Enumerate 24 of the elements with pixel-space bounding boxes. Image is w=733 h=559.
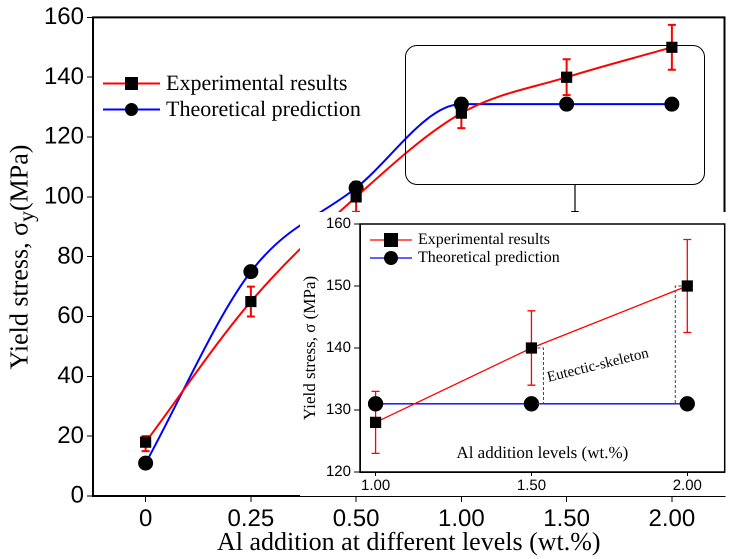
legend-label: Experimental results xyxy=(166,70,348,96)
y-tick-label: 40 xyxy=(57,362,84,389)
legend-label: Experimental results xyxy=(418,231,550,250)
y-tick-label: 140 xyxy=(326,339,351,356)
y-tick-label: 140 xyxy=(44,62,84,90)
y-tick-label: 100 xyxy=(44,182,84,210)
y-tick-label: 80 xyxy=(57,242,84,270)
y-axis-title: Yield stress, σ (MPa) xyxy=(300,276,320,420)
x-tick-label: 0 xyxy=(138,505,152,532)
y-tick-label: 130 xyxy=(326,401,351,418)
x-tick-label: 1.50 xyxy=(516,477,546,494)
legend-label: Theoretical prediction xyxy=(166,96,361,122)
y-tick-label: 160 xyxy=(326,215,351,232)
x-tick-label: 1.00 xyxy=(360,477,390,494)
y-tick-label: 160 xyxy=(44,3,84,30)
y-tick-label: 20 xyxy=(57,422,84,449)
x-tick-label: 2.00 xyxy=(648,505,696,532)
y-tick-label: 120 xyxy=(44,122,84,150)
legend-label: Theoretical prediction xyxy=(418,249,560,268)
y-tick-label: 150 xyxy=(326,277,351,294)
x-axis-title: Al addition levels (wt.%) xyxy=(456,442,628,462)
y-tick-label: 60 xyxy=(57,302,84,330)
x-tick-label: 2.00 xyxy=(672,477,702,494)
y-tick-label: 120 xyxy=(326,463,351,480)
